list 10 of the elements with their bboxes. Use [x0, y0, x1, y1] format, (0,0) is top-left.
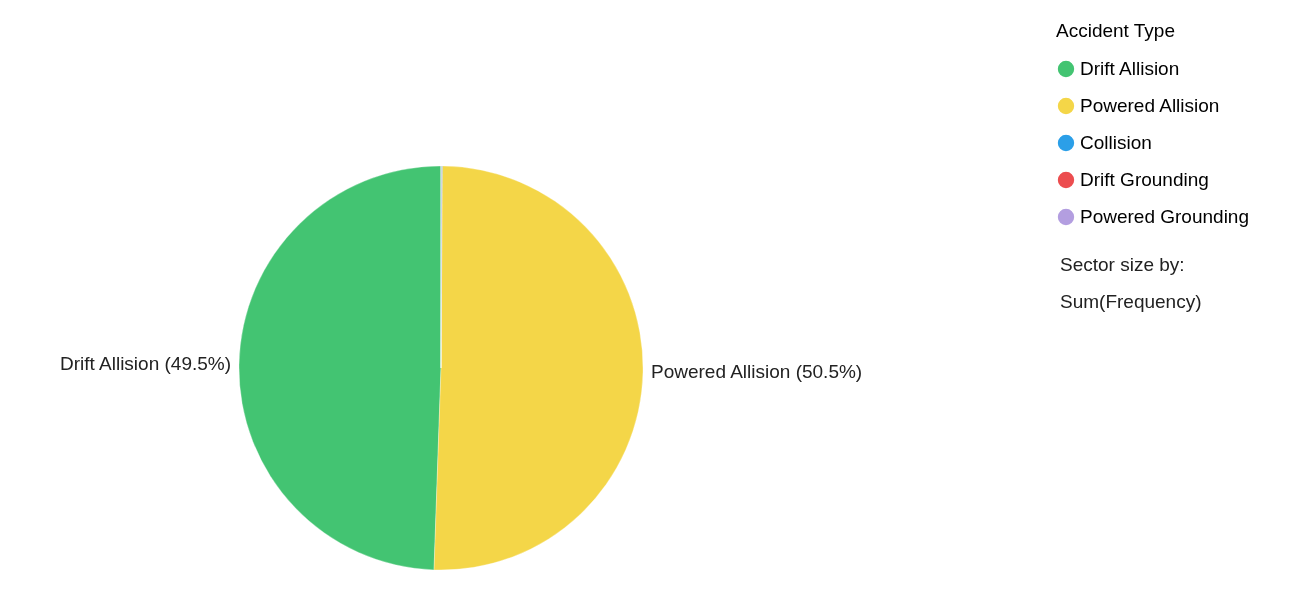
category-label: Drift Allision (49.5%) [59, 353, 232, 375]
category-label: Powered Allision (50.5%) [650, 361, 863, 383]
text: Sector size by: [1060, 254, 1185, 275]
legend-label: Drift Allision [1080, 58, 1180, 79]
legend-label: Drift Grounding [1080, 169, 1209, 190]
legend-label: Powered Grounding [1080, 206, 1249, 227]
legend-label: Powered Allision [1080, 95, 1220, 116]
legend-title: Accident Type [1056, 20, 1176, 41]
legend-label: Collision [1080, 132, 1152, 153]
text: Sum(Frequency) [1060, 291, 1202, 312]
